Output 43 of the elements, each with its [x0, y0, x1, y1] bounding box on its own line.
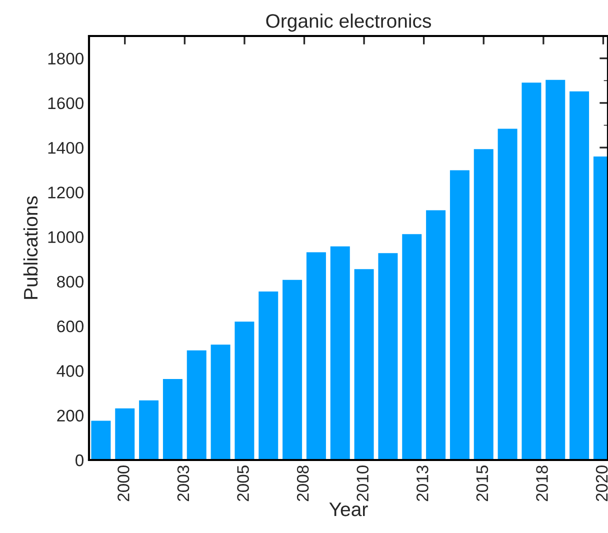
y-tick-label: 1200 [48, 186, 84, 198]
y-tick-label: 1400 [48, 142, 84, 154]
bar [330, 246, 351, 460]
bar [377, 252, 399, 460]
x-tick-label: 2010 [356, 466, 369, 502]
bar [282, 279, 303, 460]
y-tick-label: 200 [57, 410, 84, 422]
bar [90, 420, 112, 460]
x-tick-label: 2020 [596, 466, 608, 502]
bar [425, 209, 446, 460]
bar [234, 320, 256, 460]
bar [520, 82, 542, 460]
bar [473, 148, 494, 460]
x-tick-label: 2013 [416, 466, 428, 502]
x-tick-label: 2005 [237, 466, 249, 502]
x-tick-label: 2018 [536, 466, 548, 502]
x-tick-label: 2015 [476, 466, 488, 502]
bar [186, 350, 208, 460]
bar [568, 90, 590, 460]
y-tick-label: 800 [57, 276, 84, 288]
x-tick-label: 2000 [118, 466, 130, 502]
bar [138, 400, 160, 460]
bar [210, 344, 232, 460]
y-tick-label: 1800 [48, 52, 84, 65]
bar [162, 378, 184, 460]
y-tick-label: 1600 [48, 97, 84, 110]
y-tick-label: 1000 [48, 231, 84, 244]
bar [496, 128, 518, 460]
bar [544, 79, 566, 460]
x-tick-label: 2003 [177, 466, 190, 502]
bar [306, 251, 327, 460]
y-tick-label: 600 [57, 320, 84, 332]
x-axis-title: Year [329, 502, 368, 516]
bar [449, 169, 470, 460]
y-tick-label: 0 [76, 454, 84, 466]
bar [114, 408, 136, 460]
y-tick-label: 400 [56, 365, 84, 377]
bar [401, 233, 422, 460]
x-tick-label: 2008 [296, 466, 309, 502]
chart-title: Organic electronics [266, 14, 432, 32]
bar [258, 290, 279, 460]
y-axis-title: Publications [23, 196, 38, 299]
bar [353, 268, 375, 460]
